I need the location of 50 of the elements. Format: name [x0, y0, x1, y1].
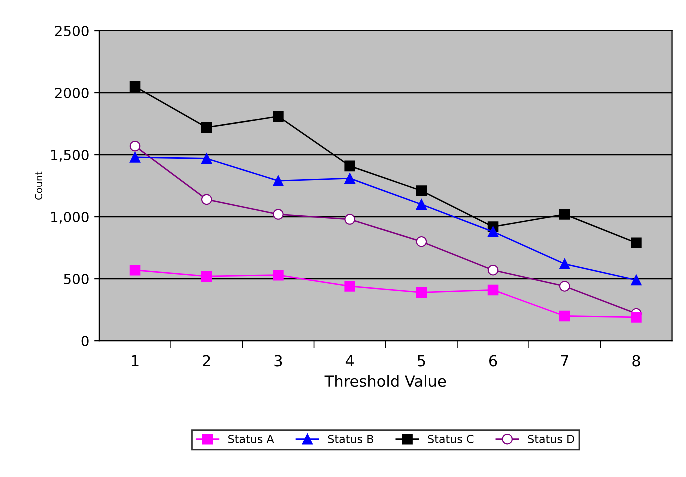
point [559, 281, 570, 292]
point [273, 209, 284, 220]
point [344, 214, 356, 225]
legend-label: Status B [328, 434, 374, 444]
point [201, 122, 212, 134]
x-tick-label: 2 [203, 355, 210, 367]
x-tick-label: 1 [132, 355, 139, 367]
y-tick-label: 0 [82, 336, 89, 347]
point [631, 238, 642, 248]
point [416, 186, 428, 196]
x-axis-title: Threshold Value [324, 375, 446, 388]
legend-label: Status A [228, 434, 274, 444]
point [273, 270, 284, 281]
legend-label: Status D [528, 434, 574, 444]
point [201, 271, 212, 282]
point [559, 310, 570, 322]
point [273, 176, 284, 186]
y-tick-label: 2000 [55, 88, 89, 98]
y-axis-title: Count [35, 172, 43, 200]
point [130, 140, 141, 152]
point [559, 258, 570, 270]
point [488, 264, 499, 276]
x-tick-label: 7 [561, 355, 568, 367]
point [201, 153, 212, 164]
point [416, 199, 428, 210]
y-tick-label: 1,000 [52, 212, 89, 224]
x-tick-label: 4 [346, 355, 354, 367]
x-tick-label: 8 [632, 355, 640, 367]
point [130, 81, 141, 92]
point [488, 226, 499, 238]
x-tick-label: 3 [274, 355, 282, 367]
point [631, 274, 642, 286]
point [559, 209, 570, 220]
point [344, 160, 356, 172]
point [344, 173, 356, 184]
y-tick-label: 2500 [55, 26, 89, 36]
point [130, 152, 141, 163]
point [416, 287, 428, 298]
point [631, 312, 642, 323]
point [488, 284, 499, 296]
x-tick-label: 5 [418, 355, 426, 367]
point [273, 111, 284, 122]
point [201, 194, 212, 206]
y-tick-label: 500 [64, 274, 89, 285]
point [130, 264, 141, 276]
point [416, 236, 428, 248]
x-tick-label: 6 [489, 355, 498, 367]
y-tick-label: 1,500 [52, 150, 89, 162]
legend-label: Status C [428, 434, 474, 444]
point [344, 281, 356, 292]
